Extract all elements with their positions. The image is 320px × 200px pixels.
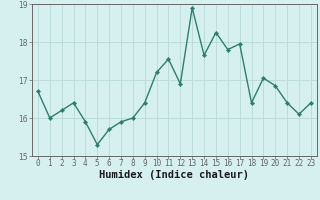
X-axis label: Humidex (Indice chaleur): Humidex (Indice chaleur) — [100, 170, 249, 180]
